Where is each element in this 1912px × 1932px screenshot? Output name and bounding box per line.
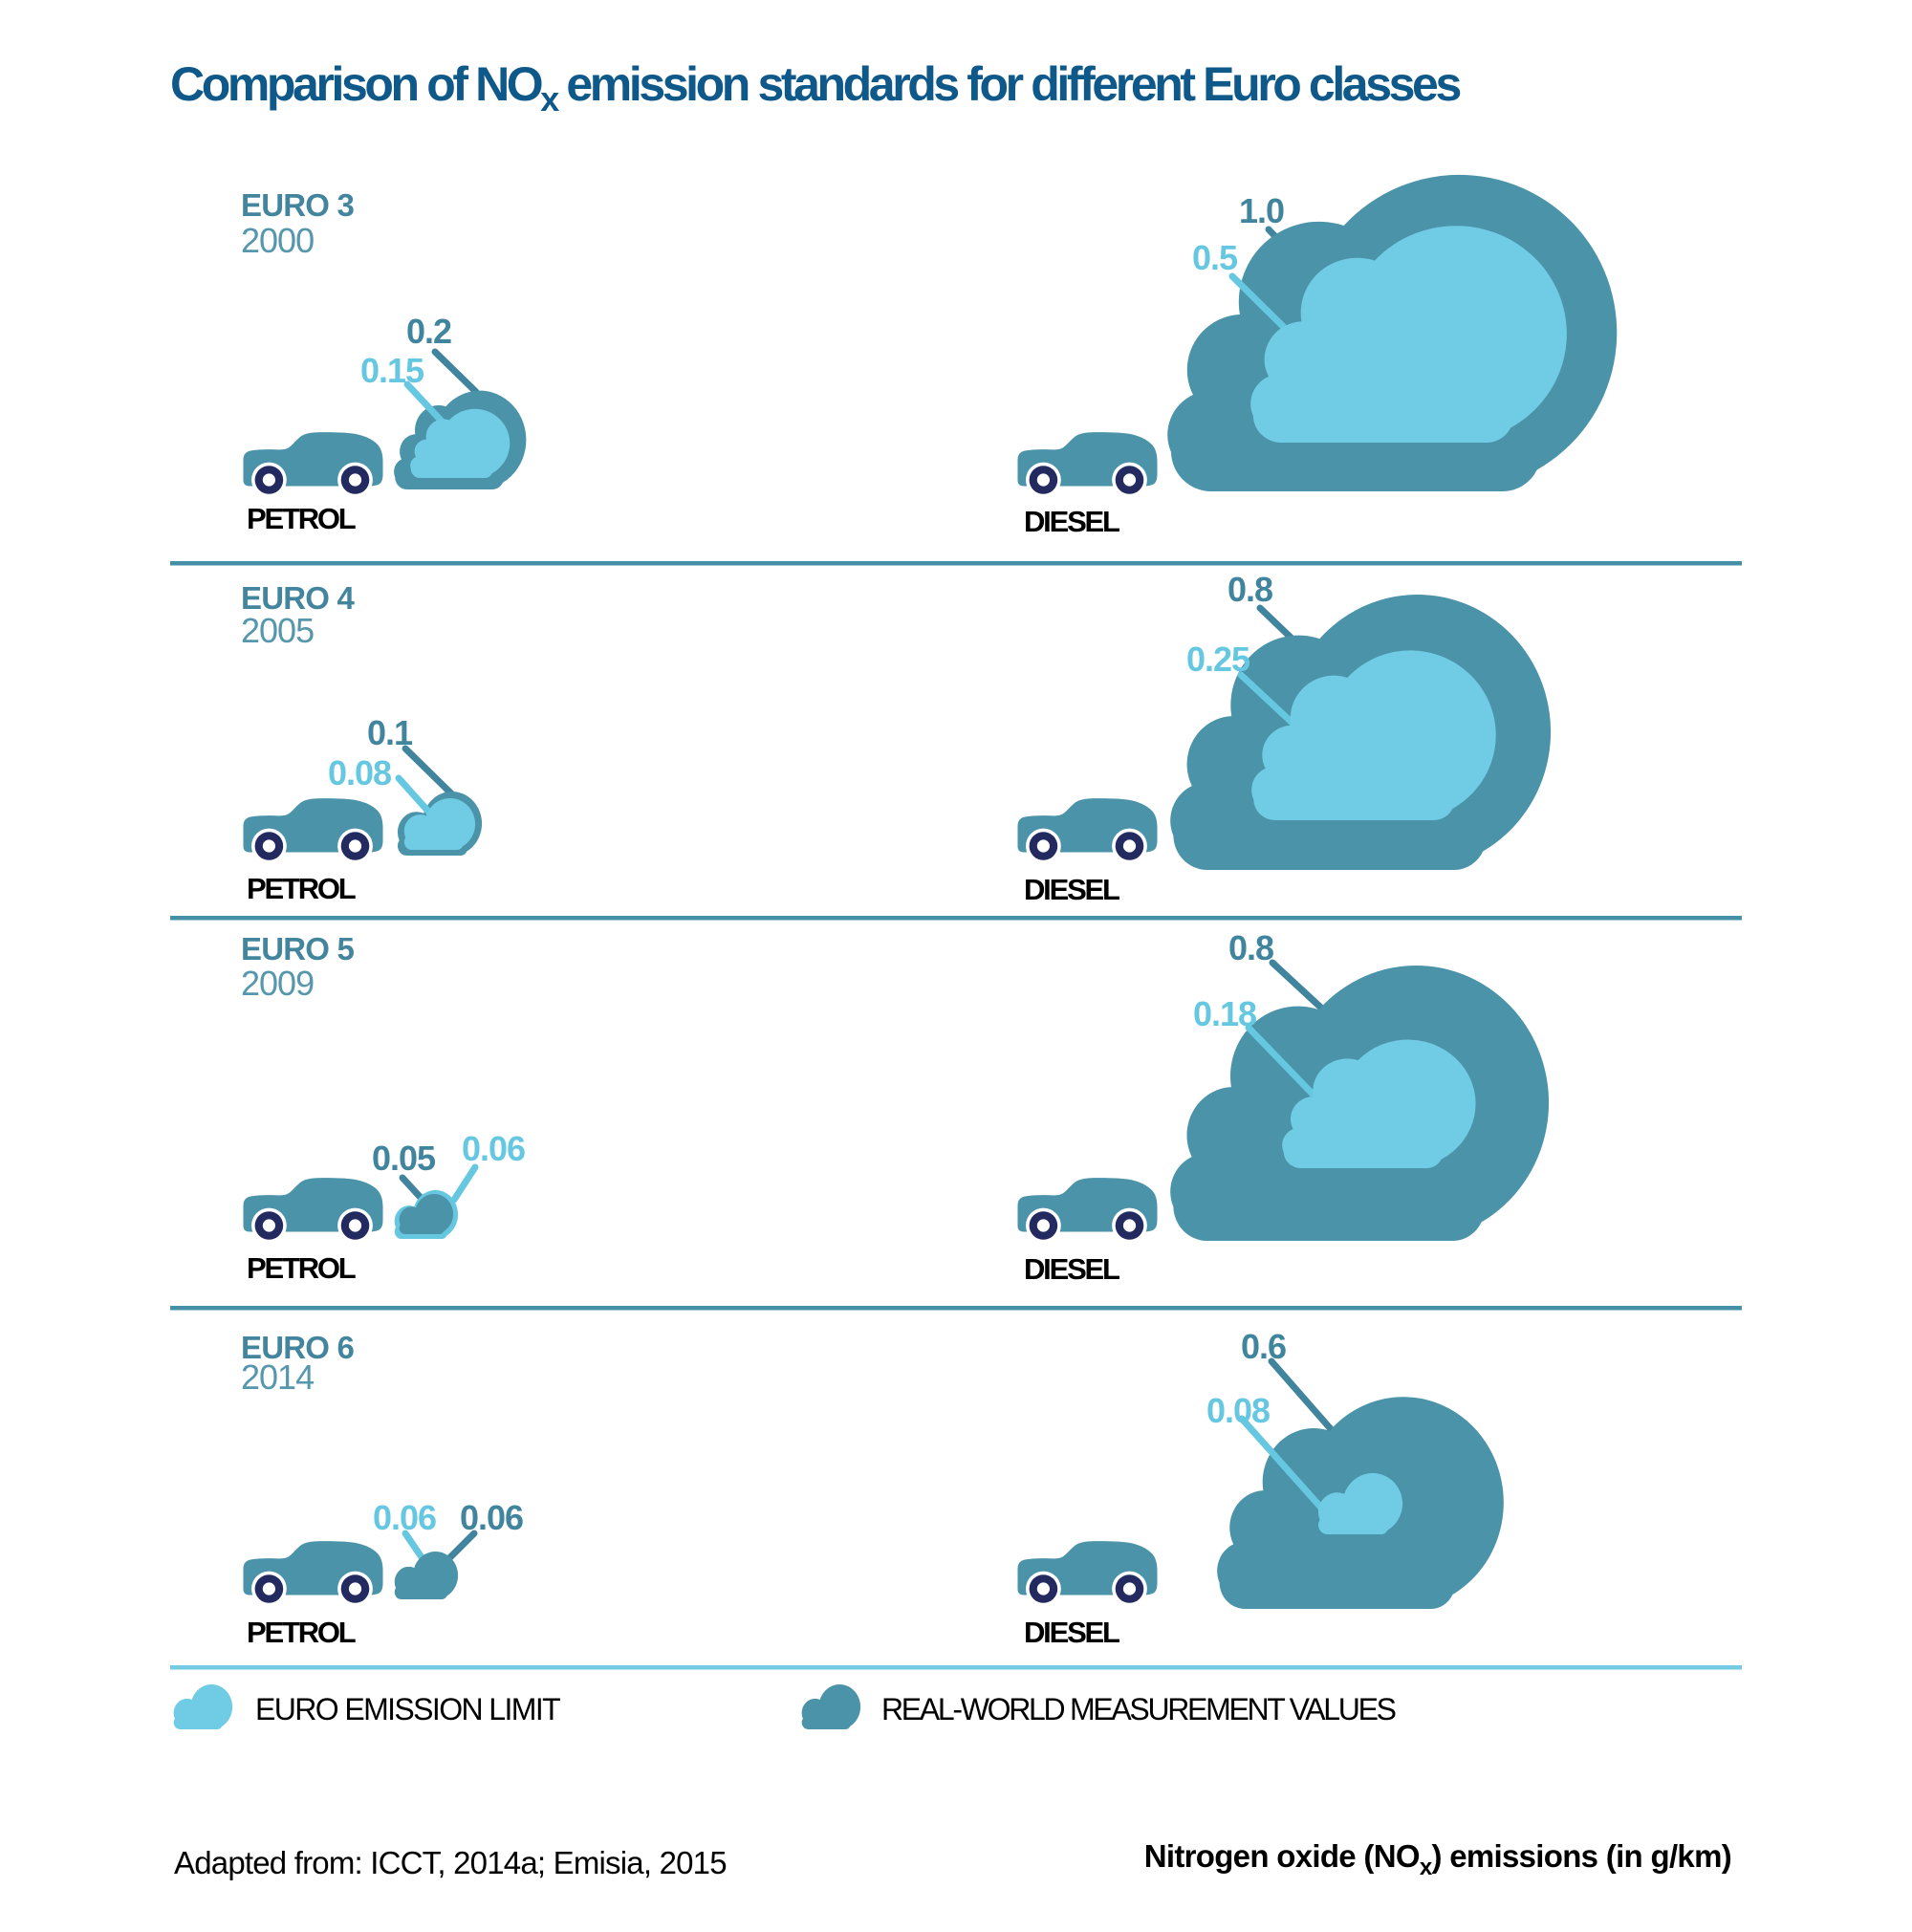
svg-text:PETROL: PETROL [247,1616,356,1649]
svg-text:0.6: 0.6 [1241,1327,1286,1366]
svg-text:0.8: 0.8 [1228,928,1273,967]
svg-text:PETROL: PETROL [247,872,356,905]
svg-text:0.5: 0.5 [1192,238,1238,277]
svg-text:0.25: 0.25 [1186,640,1250,679]
svg-text:0.8: 0.8 [1228,570,1272,609]
svg-text:DIESEL: DIESEL [1024,1616,1119,1649]
svg-text:EURO 5: EURO 5 [241,931,355,966]
svg-text:EURO 6: EURO 6 [241,1330,355,1365]
svg-text:Adapted from: ICCT, 2014a; Emi: Adapted from: ICCT, 2014a; Emisia, 2015 [174,1845,727,1880]
svg-text:1.0: 1.0 [1239,191,1284,230]
svg-text:0.06: 0.06 [460,1498,523,1537]
svg-text:2005: 2005 [241,611,314,650]
svg-text:2014: 2014 [241,1357,314,1397]
svg-text:PETROL: PETROL [247,1251,356,1285]
svg-text:REAL-WORLD MEASUREMENT VALUES: REAL-WORLD MEASUREMENT VALUES [881,1692,1396,1726]
svg-text:Comparison of NOx emission sta: Comparison of NOx emission standards for… [170,57,1460,119]
svg-text:EURO EMISSION LIMIT: EURO EMISSION LIMIT [255,1692,560,1726]
svg-text:EURO 3: EURO 3 [241,187,355,223]
svg-text:Nitrogen oxide (NOx) emissions: Nitrogen oxide (NOx) emissions (in g/km) [1144,1838,1731,1880]
svg-text:0.2: 0.2 [406,312,451,351]
svg-text:DIESEL: DIESEL [1024,873,1119,906]
svg-text:0.1: 0.1 [367,713,413,752]
svg-text:0.05: 0.05 [372,1139,436,1178]
svg-text:2009: 2009 [241,964,314,1003]
svg-text:0.08: 0.08 [1206,1391,1270,1430]
svg-text:EURO 4: EURO 4 [241,580,356,616]
svg-text:0.18: 0.18 [1193,994,1256,1033]
svg-text:2000: 2000 [241,221,314,260]
svg-text:0.15: 0.15 [360,351,424,390]
svg-text:0.06: 0.06 [462,1129,525,1168]
svg-text:PETROL: PETROL [247,502,356,535]
svg-text:0.06: 0.06 [373,1498,436,1537]
svg-text:0.08: 0.08 [328,753,391,792]
svg-text:DIESEL: DIESEL [1024,505,1119,538]
svg-text:DIESEL: DIESEL [1024,1252,1119,1286]
